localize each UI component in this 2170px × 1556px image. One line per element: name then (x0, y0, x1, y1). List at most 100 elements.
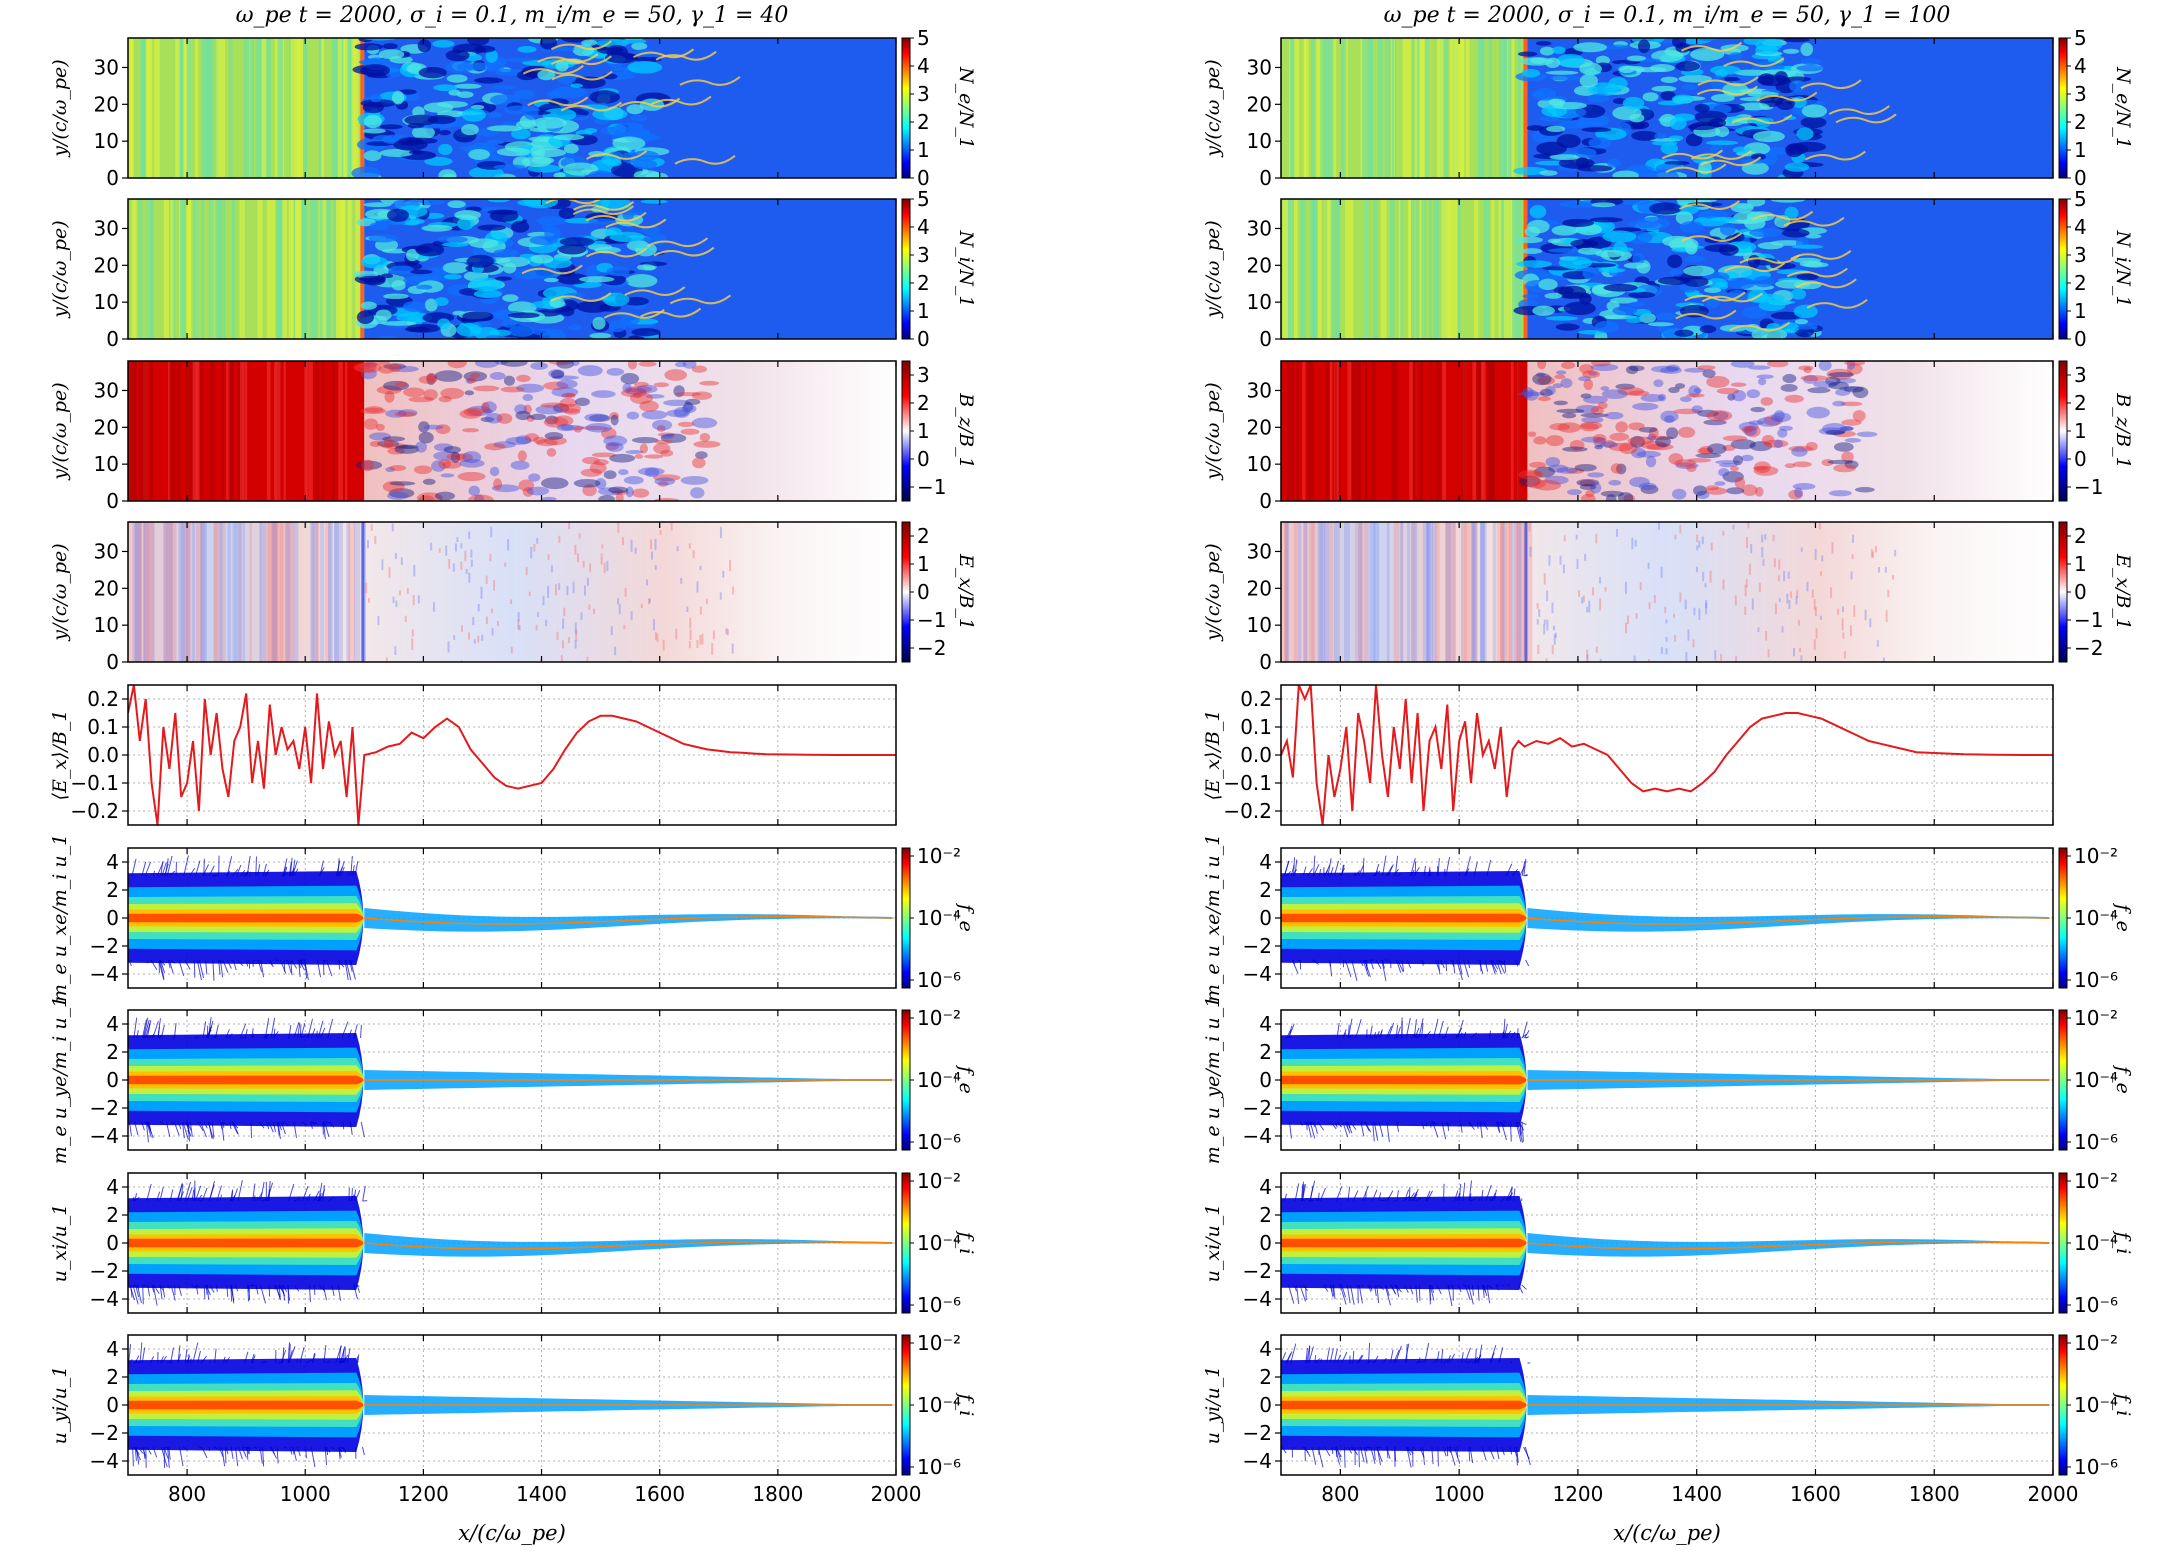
y-tick-label: 0.0 (1240, 743, 1272, 767)
colorbar: 10⁻⁶10⁻⁴10⁻²f_e (902, 1006, 977, 1154)
colorbar-tick-label: 10⁻⁶ (917, 1130, 961, 1154)
y-tick-label: 10 (1247, 613, 1272, 637)
y-tick-label: −2 (90, 1421, 119, 1445)
colorbar-tick-label: 10⁻⁴ (2074, 1068, 2118, 1092)
x-axis-label: x/(c/ω_pe) (1613, 1521, 1721, 1545)
y-tick-label: 0 (106, 1393, 119, 1417)
y-axis-label: u_yi/u_1 (1202, 1366, 1224, 1445)
colorbar-label: N_e/N_1 (2112, 66, 2134, 149)
colorbar-label: f_e (955, 1064, 977, 1094)
y-tick-label: −2 (1243, 1259, 1272, 1283)
colorbar-tick-label: 1 (2074, 552, 2087, 576)
y-tick-label: 30 (1247, 378, 1272, 402)
figure-column-0: ω_pe t = 2000, σ_i = 0.1, m_i/m_e = 50, … (49, 3, 977, 1545)
heatmap-image (1281, 358, 2053, 504)
y-tick-label: 20 (1247, 92, 1272, 116)
y-tick-label: 0 (1259, 1231, 1272, 1255)
colorbar-tick-label: 4 (2074, 54, 2087, 78)
x-tick-label: 1800 (1909, 1482, 1960, 1506)
y-tick-label: −0.1 (70, 771, 119, 795)
y-axis-label: m_e u_ye/m_i u_1 (1202, 996, 1224, 1164)
x-tick-label: 1200 (1552, 1482, 1603, 1506)
y-tick-label: 2 (106, 1203, 119, 1227)
y-tick-label: 4 (106, 850, 119, 874)
y-axis-label: y/(c/ω_pe) (1202, 382, 1224, 480)
colorbar-label: f_i (955, 1230, 977, 1255)
colorbar: 10⁻⁶10⁻⁴10⁻²f_i (902, 1169, 977, 1317)
colorbar: 10⁻⁶10⁻⁴10⁻²f_i (2059, 1169, 2134, 1317)
colorbar-tick-label: 10⁻² (2074, 1331, 2118, 1355)
x-tick-label: 2000 (871, 1482, 922, 1506)
y-tick-label: 0 (1259, 906, 1272, 930)
y-tick-label: −2 (1243, 934, 1272, 958)
y-tick-label: 0 (1259, 1068, 1272, 1092)
colorbar-tick-label: 10⁻⁶ (2074, 1130, 2118, 1154)
y-tick-label: 2 (106, 1365, 119, 1389)
colorbar-label: N_i/N_1 (955, 230, 977, 308)
y-tick-label: −4 (90, 962, 119, 986)
colorbar-tick-label: 1 (917, 419, 930, 443)
y-axis-label: m_e u_xe/m_i u_1 (49, 834, 71, 1002)
colorbar-tick-label: 10⁻⁴ (917, 906, 961, 930)
colorbar-tick-label: 3 (917, 243, 930, 267)
y-tick-label: 4 (106, 1175, 119, 1199)
colorbar-tick-label: 2 (917, 524, 930, 548)
heatmap-image (1281, 194, 2053, 344)
y-axis-label: y/(c/ω_pe) (49, 220, 71, 318)
colorbar: 10⁻⁶10⁻⁴10⁻²f_e (902, 844, 977, 992)
y-tick-label: −4 (90, 1287, 119, 1311)
x-tick-label: 1600 (634, 1482, 685, 1506)
colorbar-tick-label: 10⁻² (917, 1169, 961, 1193)
y-axis-label: m_e u_ye/m_i u_1 (49, 996, 71, 1164)
colorbar-label: N_e/N_1 (955, 66, 977, 149)
colorbar-tick-label: 3 (917, 363, 930, 387)
colorbar-tick-label: 2 (917, 391, 930, 415)
y-tick-label: 0.0 (87, 743, 119, 767)
colorbar-tick-label: 3 (2074, 243, 2087, 267)
colorbar-tick-label: −2 (2074, 636, 2103, 660)
colorbar-tick-label: 5 (917, 187, 930, 211)
y-axis-label: y/(c/ω_pe) (1202, 220, 1224, 318)
colorbar-tick-label: 4 (2074, 215, 2087, 239)
y-tick-label: 4 (106, 1012, 119, 1036)
x-tick-label: 800 (1321, 1482, 1359, 1506)
y-tick-label: 0.1 (1240, 715, 1272, 739)
colorbar-tick-label: 10⁻⁴ (2074, 1393, 2118, 1417)
colorbar-tick-label: 3 (2074, 363, 2087, 387)
colorbar-tick-label: 0 (2074, 327, 2087, 351)
y-tick-label: −2 (90, 1096, 119, 1120)
y-axis-label: u_xi/u_1 (1202, 1204, 1224, 1283)
x-axis-label: x/(c/ω_pe) (458, 1521, 566, 1545)
y-tick-label: 20 (1247, 576, 1272, 600)
heatmap-image (128, 522, 896, 671)
y-tick-label: −4 (90, 1449, 119, 1473)
y-tick-label: 20 (1247, 415, 1272, 439)
y-tick-label: 20 (94, 576, 119, 600)
y-axis-label: y/(c/ω_pe) (49, 59, 71, 157)
y-axis-label: ⟨E_x⟩/B_1 (1202, 710, 1224, 801)
y-tick-label: 0 (106, 1231, 119, 1255)
y-tick-label: 20 (1247, 253, 1272, 277)
colorbar-tick-label: −2 (917, 636, 946, 660)
x-tick-label: 1200 (398, 1482, 449, 1506)
colorbar-tick-label: 1 (2074, 419, 2087, 443)
colorbar-tick-label: 2 (917, 271, 930, 295)
y-tick-label: −0.1 (1223, 771, 1272, 795)
x-tick-label: 2000 (2028, 1482, 2079, 1506)
y-tick-label: 4 (1259, 1012, 1272, 1036)
y-tick-label: −4 (1243, 962, 1272, 986)
y-axis-label: y/(c/ω_pe) (49, 543, 71, 641)
y-axis-label: ⟨E_x⟩/B_1 (49, 710, 71, 801)
colorbar-tick-label: 1 (2074, 138, 2087, 162)
colorbar-tick-label: 4 (917, 54, 930, 78)
x-tick-label: 1400 (516, 1482, 567, 1506)
y-tick-label: 2 (1259, 1203, 1272, 1227)
colorbar-tick-label: 4 (917, 215, 930, 239)
